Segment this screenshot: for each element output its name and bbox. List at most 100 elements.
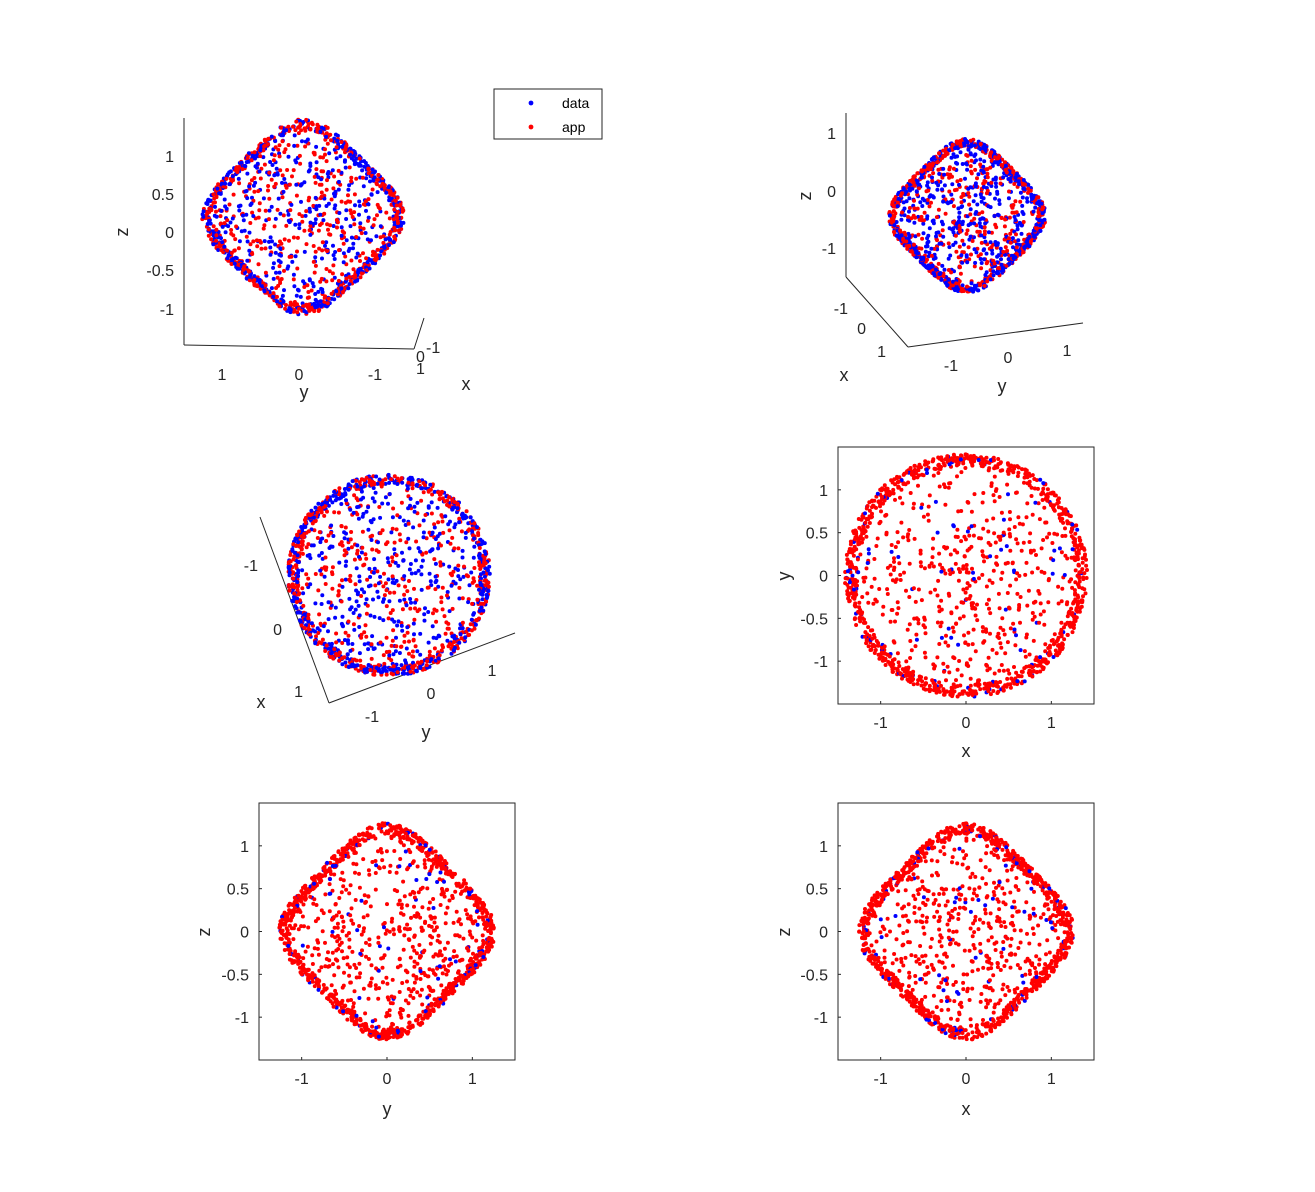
panel-3-point-data	[435, 505, 440, 510]
panel-3-point-app	[407, 639, 411, 644]
panel-3-point-data	[344, 559, 349, 564]
panel-3-point-app	[344, 550, 349, 555]
panel-3-point-app	[378, 640, 383, 645]
panel-2-axes	[845, 113, 1084, 348]
panel-3-point-app	[287, 588, 292, 593]
panel-1-point-data	[301, 120, 306, 124]
panel-3-point-app	[367, 478, 372, 483]
panel-1-point-app	[335, 225, 339, 230]
panel-1-point-data	[369, 192, 374, 197]
panel-4-point-app	[1024, 632, 1029, 637]
panel-3-point-data	[445, 590, 450, 594]
panel-3-point-app	[346, 619, 351, 624]
panel-1-point-app	[266, 184, 271, 188]
panel-4-point-app	[1034, 553, 1038, 557]
panel-2-point-app	[1011, 170, 1016, 175]
panel-1-point-data	[347, 282, 352, 286]
panel-1-point-data	[214, 214, 219, 219]
panel-1-point-app	[271, 158, 276, 163]
panel-4-point-app	[970, 606, 975, 611]
panel-3-point-app	[384, 635, 389, 640]
panel-3-point-app	[299, 534, 304, 539]
panel-4-point-app	[865, 591, 870, 596]
panel-4-point-app	[935, 620, 940, 625]
panel-2-point-app	[909, 249, 913, 254]
panel-1-point-app	[252, 150, 257, 155]
panel-4-point-app	[866, 600, 871, 605]
panel-3-point-data	[452, 645, 457, 650]
panel-2-point-data	[979, 199, 984, 204]
panel-2-point-data	[943, 280, 948, 285]
panel-3-point-app	[358, 658, 363, 663]
panel-3-xtick-1: 0	[427, 686, 436, 703]
panel-4-point-app	[1018, 620, 1022, 625]
panel-1-point-app	[261, 148, 266, 153]
panel-2-point-data	[965, 260, 970, 265]
panel-2-point-app	[940, 228, 945, 233]
panel-1-point-data	[241, 218, 246, 223]
panel-4-point-app	[900, 501, 905, 506]
panel-1-point-data	[243, 164, 247, 168]
panel-2-point-app	[1029, 239, 1033, 244]
panel-1-point-data	[365, 260, 370, 265]
panel-2-point-app	[982, 229, 987, 234]
panel-3-point-app	[432, 646, 437, 651]
panel-4-point-app	[864, 566, 869, 571]
panel-1-point-app	[282, 268, 286, 273]
panel-2-point-data	[977, 221, 982, 226]
panel-3-point-data	[339, 502, 344, 506]
panel-3-point-data	[331, 534, 336, 538]
panel-3-point-data	[348, 507, 353, 512]
panel-2-point-data	[998, 246, 1003, 251]
panel-4-point-app	[1056, 584, 1061, 589]
panel-1-point-data	[346, 187, 351, 192]
panel-4-point-app	[931, 662, 936, 667]
panel-4-point-app	[906, 532, 911, 537]
panel-1-point-app	[269, 177, 274, 182]
panel-2-point-app	[1003, 245, 1008, 250]
panel-3-point-app	[352, 493, 357, 498]
panel-1-point-data	[333, 250, 338, 254]
panel-1-point-data	[268, 235, 273, 240]
panel-1-point-app	[290, 302, 295, 307]
panel-4-point-app	[986, 597, 991, 602]
panel-3-point-app	[424, 663, 429, 668]
panel-4-point-app	[863, 575, 868, 580]
panel-4-point-app	[913, 644, 918, 649]
panel-3-point-app	[427, 530, 432, 535]
panel-2-point-data	[960, 260, 965, 265]
panel-3-point-app	[302, 531, 307, 536]
panel-1-point-data	[318, 299, 323, 304]
panel-3-point-app	[444, 620, 449, 625]
panel-2-point-data	[964, 253, 969, 258]
panel-3-point-data	[390, 580, 395, 585]
panel-1-point-app	[312, 309, 317, 314]
panel-1-point-app	[349, 258, 354, 263]
panel-3-point-app	[441, 530, 446, 535]
panel-4-point-app	[1043, 642, 1048, 647]
panel-3-point-data	[321, 624, 326, 629]
panel-3-point-app	[362, 562, 367, 567]
panel-4-point-app	[908, 639, 913, 643]
panel-1-point-data	[313, 255, 318, 260]
panel-1-point-app	[277, 264, 282, 269]
panel-3-point-app	[452, 546, 457, 551]
panel-1-point-app	[337, 248, 341, 253]
panel-1-point-data	[301, 279, 306, 284]
panel-3-point-data	[362, 667, 367, 672]
panel-3-point-data	[422, 618, 427, 623]
panel-3-point-app	[364, 611, 369, 616]
panel-3-point-app	[475, 583, 480, 588]
panel-2-point-data	[993, 196, 997, 201]
panel-3-point-data	[374, 474, 379, 479]
panel-3-point-app	[319, 510, 324, 515]
panel-2-point-data	[1016, 238, 1021, 243]
panel-3-point-data	[419, 587, 424, 592]
panel-3-point-data	[357, 651, 362, 656]
panel-1-point-app	[328, 138, 333, 143]
panel-1-point-data	[357, 212, 361, 217]
panel-1-point-app	[351, 267, 356, 272]
panel-4-point-app	[1000, 570, 1005, 575]
panel-4-point-app	[965, 581, 970, 586]
panel-1-point-app	[237, 181, 242, 186]
